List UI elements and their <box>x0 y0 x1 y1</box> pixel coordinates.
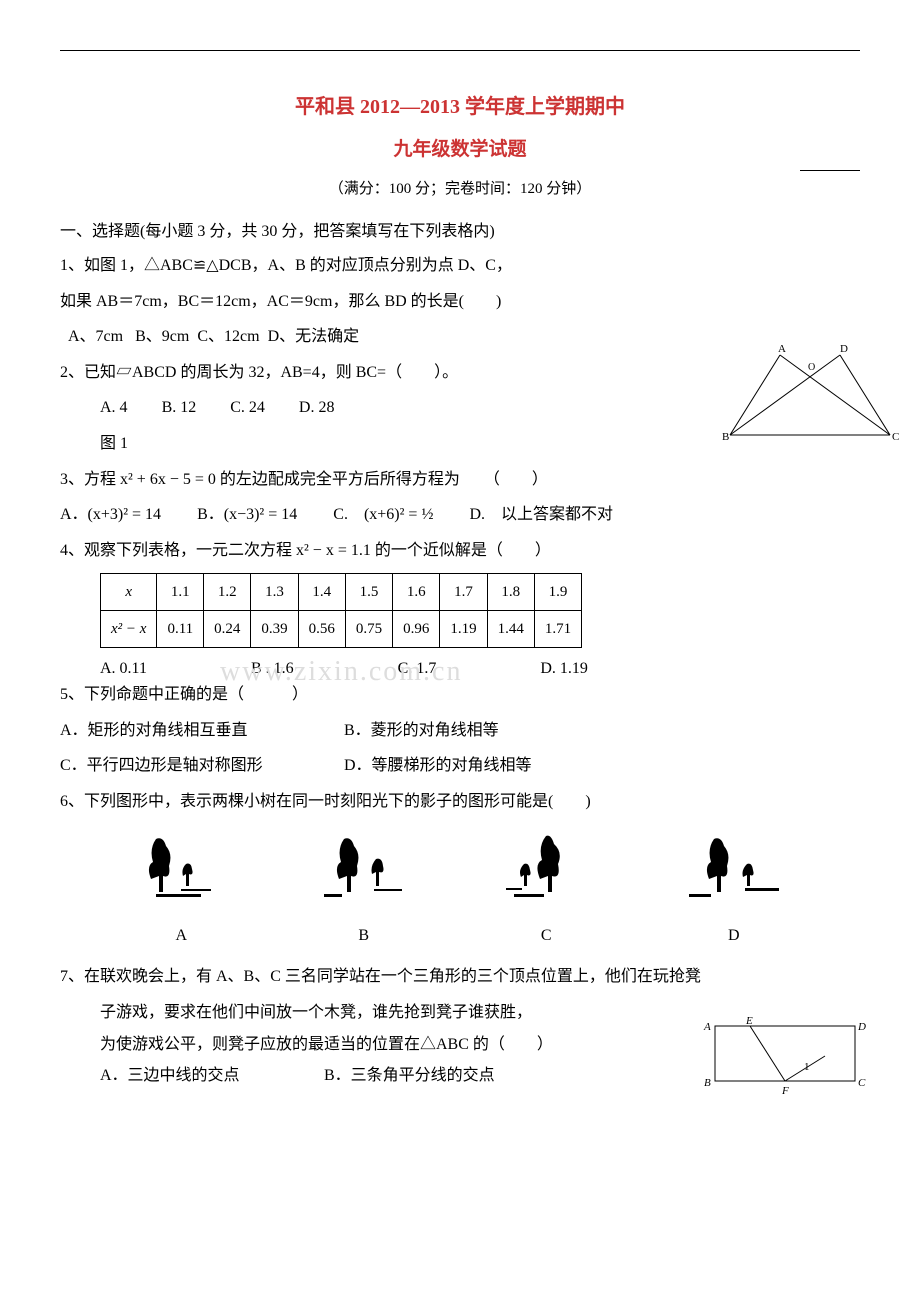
triangle-diagram: A D B C O <box>720 340 900 459</box>
tree-icon <box>314 824 414 914</box>
q2-opt-b: B. 12 <box>162 395 197 421</box>
cell: 1.5 <box>345 574 392 611</box>
tree-label-a: A <box>131 923 231 949</box>
table-row-values: x² − x 0.11 0.24 0.39 0.56 0.75 0.96 1.1… <box>101 611 582 648</box>
cell: 0.96 <box>393 611 440 648</box>
q6-stem: 6、下列图形中，表示两棵小树在同一时刻阳光下的影子的图形可能是( ) <box>60 789 860 815</box>
q3-options: A．(x+3)² = 14 B．(x−3)² = 14 C. (x+6)² = … <box>60 502 860 528</box>
q1-line1: 1、如图 1，△ABC≌△DCB，A、B 的对应顶点分别为点 D、C， <box>60 253 860 279</box>
header-rule <box>60 50 860 51</box>
tree-label-b: B <box>314 923 414 949</box>
short-rule <box>800 170 860 171</box>
q3-opt-d: D. 以上答案都不对 <box>469 506 613 523</box>
label-c: C <box>892 431 899 443</box>
label-b: B <box>722 431 729 443</box>
cell: x <box>101 574 157 611</box>
label-c: C <box>858 1077 866 1089</box>
section-heading: 一、选择题(每小题 3 分，共 30 分，把答案填写在下列表格内) <box>60 219 860 245</box>
label-d: D <box>840 343 848 355</box>
q4-table: x 1.1 1.2 1.3 1.4 1.5 1.6 1.7 1.8 1.9 x²… <box>100 573 582 648</box>
label-o: O <box>808 362 815 373</box>
q5-opt-d: D．等腰梯形的对角线相等 <box>344 757 532 774</box>
q4-opt-d: D. 1.19 <box>540 656 588 682</box>
label-f: F <box>781 1085 789 1096</box>
cell: 1.19 <box>440 611 487 648</box>
q7-opt-b: B．三条角平分线的交点 <box>324 1067 495 1084</box>
q3-opt-a: A．(x+3)² = 14 <box>60 506 161 523</box>
cell: 1.1 <box>157 574 204 611</box>
title-sub: 九年级数学试题 <box>60 135 860 165</box>
title-info: （满分：100 分；完卷时间：120 分钟） <box>60 177 860 201</box>
q5-stem: 5、下列命题中正确的是（ ） <box>60 682 860 708</box>
cell: 1.8 <box>487 574 534 611</box>
q1-line2: 如果 AB＝7cm，BC＝12cm，AC＝9cm，那么 BD 的长是( ) <box>60 289 860 315</box>
cell: 1.71 <box>534 611 581 648</box>
q5-row1: A．矩形的对角线相互垂直 B．菱形的对角线相等 <box>60 718 860 744</box>
q5-opt-c: C．平行四边形是轴对称图形 <box>60 753 340 779</box>
label-b: B <box>704 1077 711 1089</box>
table-row-header: x 1.1 1.2 1.3 1.4 1.5 1.6 1.7 1.8 1.9 <box>101 574 582 611</box>
q4-opt-c: C. 1.7 <box>398 656 437 682</box>
title-main: 平和县 2012—2013 学年度上学期期中 <box>60 91 860 123</box>
q5-row2: C．平行四边形是轴对称图形 D．等腰梯形的对角线相等 <box>60 753 860 779</box>
q4-opt-a: A. 0.11 <box>100 656 147 682</box>
q2-opt-a: A. 4 <box>100 395 128 421</box>
tree-icon <box>496 824 596 914</box>
label-d: D <box>857 1021 866 1033</box>
cell: 1.44 <box>487 611 534 648</box>
rect-diagram: A B C D E F 1 <box>700 1016 870 1105</box>
cell: 1.4 <box>298 574 345 611</box>
label-1: 1 <box>804 1061 810 1073</box>
cell: 0.11 <box>157 611 204 648</box>
q3-opt-c: C. (x+6)² = ½ <box>333 506 433 523</box>
tree-label-d: D <box>679 923 789 949</box>
label-a: A <box>778 343 786 355</box>
cell: 1.2 <box>204 574 251 611</box>
q1-opt-b: B、9cm <box>135 328 189 345</box>
label-a: A <box>703 1021 711 1033</box>
cell: 1.3 <box>251 574 298 611</box>
q5-opt-a: A．矩形的对角线相互垂直 <box>60 718 340 744</box>
q1-opt-d: D、无法确定 <box>268 328 360 345</box>
q5-opt-b: B．菱形的对角线相等 <box>344 722 499 739</box>
cell: 1.6 <box>393 574 440 611</box>
q4-stem: 4、观察下列表格，一元二次方程 x² − x = 1.1 的一个近似解是（ ） <box>60 538 860 564</box>
cell: 0.24 <box>204 611 251 648</box>
tree-label-c: C <box>496 923 596 949</box>
cell: 0.39 <box>251 611 298 648</box>
q4-opt-b: B . 1.6 <box>251 656 294 682</box>
tree-figure-d: D <box>679 824 789 948</box>
q3-stem: 3、方程 x² + 6x − 5 = 0 的左边配成完全平方后所得方程为 （ ） <box>60 467 860 493</box>
q7-opt-a: A．三边中线的交点 <box>100 1063 320 1089</box>
q1-opt-c: C、12cm <box>197 328 259 345</box>
tree-figure-a: A <box>131 824 231 948</box>
q1-opt-a: A、7cm <box>68 328 123 345</box>
q7-line1: 7、在联欢晚会上，有 A、B、C 三名同学站在一个三角形的三个顶点位置上，他们在… <box>60 964 860 990</box>
q3-opt-b: B．(x−3)² = 14 <box>197 506 297 523</box>
label-e: E <box>745 1016 753 1027</box>
q2-opt-c: C. 24 <box>230 395 265 421</box>
cell: 1.7 <box>440 574 487 611</box>
tree-icon <box>679 824 789 914</box>
q6-figures: A B C D <box>90 824 830 948</box>
tree-icon <box>131 824 231 914</box>
tree-figure-c: C <box>496 824 596 948</box>
cell: x² − x <box>101 611 157 648</box>
q2-opt-d: D. 28 <box>299 395 335 421</box>
tree-figure-b: B <box>314 824 414 948</box>
cell: 0.75 <box>345 611 392 648</box>
cell: 0.56 <box>298 611 345 648</box>
q4-options: A. 0.11 B . 1.6 C. 1.7 D. 1.19 <box>60 656 860 682</box>
cell: 1.9 <box>534 574 581 611</box>
